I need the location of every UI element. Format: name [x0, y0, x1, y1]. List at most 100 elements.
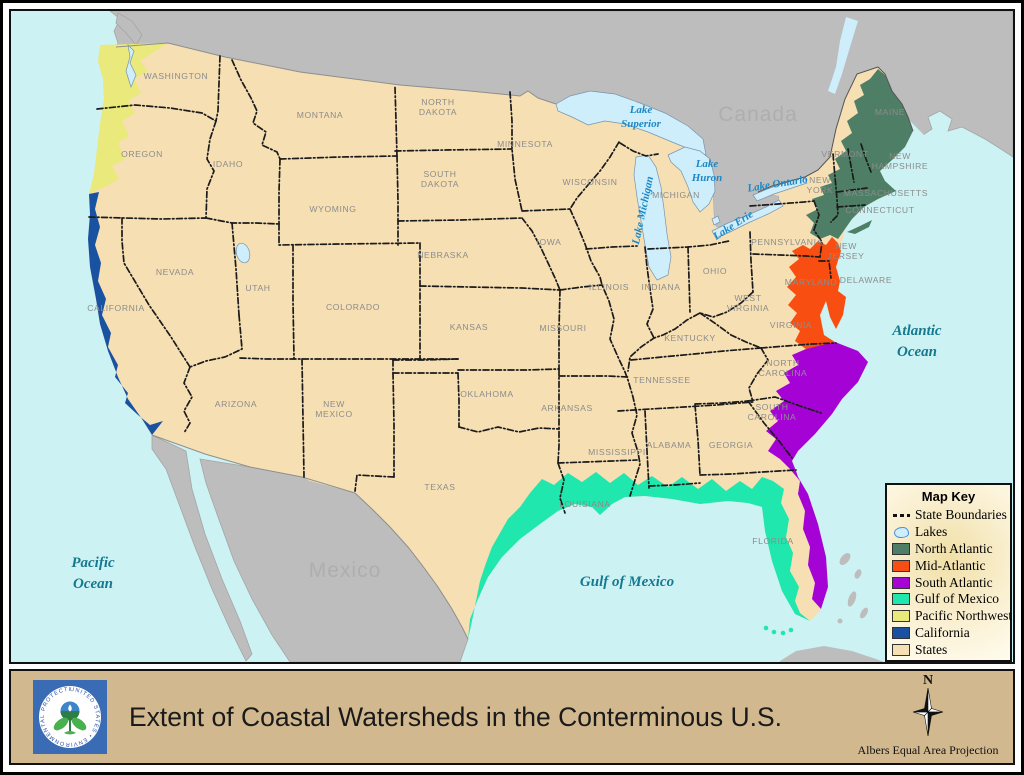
projection-label: Albers Equal Area Projection: [857, 743, 999, 757]
map-title: Extent of Coastal Watersheds in the Cont…: [129, 701, 782, 732]
st-label: VIRGINIA: [770, 320, 813, 330]
south-atlantic-band: [766, 339, 868, 609]
state-boundary-icon: [892, 513, 910, 517]
compass-rose: N Albers Equal Area Projection: [843, 673, 1013, 758]
lake-label: Lake Huron: [691, 158, 723, 184]
great-salt-lake: [235, 242, 251, 264]
st-label: INDIANA: [641, 282, 680, 292]
color-swatch: [892, 593, 910, 606]
legend-item: Mid-Atlantic: [892, 557, 1005, 574]
map-key-legend: Map Key State Boundaries Lakes North Atlan…: [885, 483, 1012, 662]
legend-item-label: State Boundaries: [915, 507, 1007, 523]
lake-huron: [667, 146, 716, 213]
california-band: [88, 192, 163, 435]
epa-logo: UNITED STATES • ENVIRONMENTAL PROTECTION…: [33, 680, 107, 754]
legend-item: States: [892, 641, 1005, 658]
st-label: ALABAMA: [647, 440, 692, 450]
lake-label: Lake Superior: [621, 104, 661, 130]
color-swatch: [892, 626, 910, 639]
st-label: PENNSYLVANIA: [751, 237, 823, 247]
st-label: TEXAS: [424, 482, 455, 492]
lake-ontario: [752, 176, 808, 202]
st-label: WISCONSIN: [562, 177, 617, 187]
st-label: ARKANSAS: [541, 403, 593, 413]
legend-item: South Atlantic: [892, 574, 1005, 591]
north-atlantic-band: [806, 69, 913, 239]
gulf-of-mexico-band: [468, 472, 810, 639]
st-label: NEW JERSEY: [827, 241, 864, 261]
st-label: CONNECTICUT: [845, 205, 914, 215]
watershed-bands: [88, 43, 913, 639]
long-island: [847, 220, 872, 234]
footer-bar: UNITED STATES • ENVIRONMENTAL PROTECTION…: [9, 669, 1015, 765]
st-label: NEVADA: [156, 267, 194, 277]
mid-atlantic-band: [787, 237, 846, 349]
compass-north-label: N: [922, 673, 934, 688]
st-label: FLORIDA: [752, 536, 793, 546]
st-label: MARYLAND: [785, 277, 837, 287]
color-swatch: [892, 610, 910, 623]
st-label: OHIO: [703, 266, 727, 276]
st-label: KANSAS: [450, 322, 488, 332]
lake-erie: [711, 199, 784, 239]
legend-item: Pacific Northwest: [892, 608, 1012, 625]
map-frame: WASHINGTON OREGON IDAHO MONTANA WYOMING NORTH…: [9, 9, 1015, 664]
st-label: CALIFORNIA: [87, 303, 145, 313]
legend-item: North Atlantic: [892, 541, 1005, 558]
legend-item: California: [892, 625, 1005, 642]
st-label: SOUTH DAKOTA: [421, 169, 459, 189]
st-label: IOWA: [537, 237, 562, 247]
st-label: OKLAHOMA: [460, 389, 514, 399]
st-label: WEST VIRGINIA: [727, 293, 770, 313]
legend-item-label: North Atlantic: [915, 540, 993, 556]
st-label: MISSISSIPPI: [588, 447, 646, 457]
legend-item: Lakes: [892, 524, 1005, 541]
st-label: KENTUCKY: [664, 333, 716, 343]
legend-items: State Boundaries Lakes North Atlantic Mid-A…: [892, 507, 1012, 658]
legend-item-label: Mid-Atlantic: [915, 557, 986, 573]
ctry-label: Mexico: [309, 559, 382, 582]
puget-sound: [125, 43, 137, 89]
ocean-label: Pacific Ocean: [71, 555, 115, 592]
st-label: NORTH DAKOTA: [419, 97, 457, 117]
st-label: UTAH: [245, 283, 270, 293]
legend-item-label: California: [915, 624, 970, 640]
ocean-label: Gulf of Mexico: [580, 574, 674, 590]
color-swatch: [892, 559, 910, 572]
color-swatch: [892, 576, 910, 589]
legend-item-label: States: [915, 641, 948, 657]
st-label: WYOMING: [309, 204, 356, 214]
st-label: ARIZONA: [215, 399, 257, 409]
st-label: TENNESSEE: [633, 375, 690, 385]
st-label: NEW YORK: [807, 175, 834, 195]
st-label: COLORADO: [326, 302, 380, 312]
legend-item-label: Gulf of Mexico: [915, 591, 999, 607]
ocean-label: Atlantic Ocean: [891, 323, 942, 360]
color-swatch: [892, 643, 910, 656]
epa-flower-icon: [53, 701, 87, 735]
legend-item: State Boundaries: [892, 507, 1007, 524]
legend-item-label: South Atlantic: [915, 574, 993, 590]
st-label: IDAHO: [213, 159, 243, 169]
st-label: NEBRASKA: [417, 250, 469, 260]
st-label: OREGON: [121, 149, 163, 159]
legend-item-label: Pacific Northwest: [915, 608, 1013, 624]
pacific-northwest-band: [89, 43, 168, 194]
legend-item: Gulf of Mexico: [892, 591, 1005, 608]
ctry-label: Canada: [718, 103, 798, 126]
st-label: DELAWARE: [840, 275, 892, 285]
us-map-canvas: WASHINGTON OREGON IDAHO MONTANA WYOMING NORTH…: [11, 11, 1013, 662]
st-label: NEW MEXICO: [315, 399, 353, 419]
st-label: MASSACHUSETTS: [844, 188, 928, 198]
st-label: NEW HAMPSHIRE: [872, 151, 929, 171]
color-swatch: [892, 542, 910, 555]
state-boundaries: [88, 55, 872, 514]
florida-keys: [763, 625, 794, 636]
mexico-landmass: [151, 434, 469, 662]
st-label: MISSOURI: [539, 323, 586, 333]
st-label: MICHIGAN: [652, 190, 700, 200]
st-label: MONTANA: [297, 110, 344, 120]
st-label: GEORGIA: [709, 440, 753, 450]
caribbean-islands: [780, 553, 884, 662]
